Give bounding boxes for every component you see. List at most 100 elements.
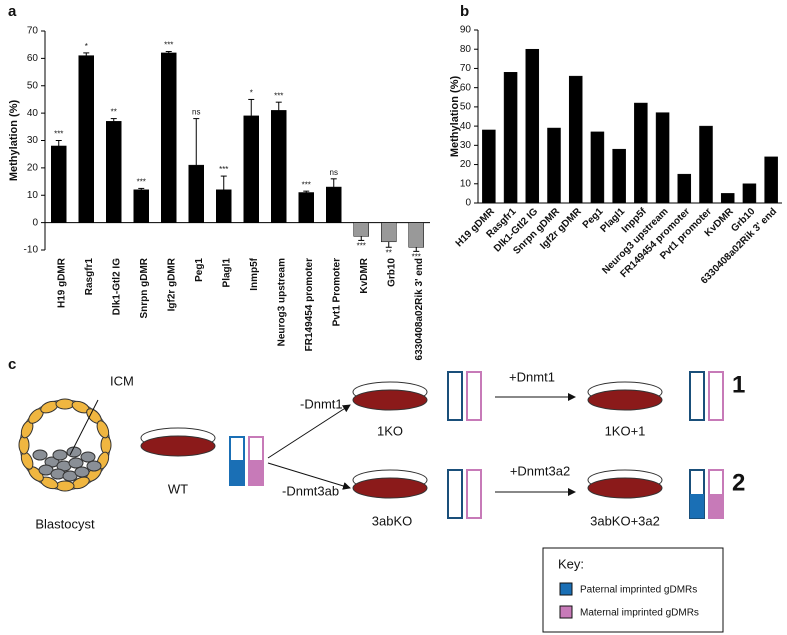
significance-label: *** — [412, 252, 421, 261]
step-label: +Dnmt1 — [509, 369, 555, 384]
bar — [161, 52, 177, 223]
icm-cell — [52, 449, 68, 461]
y-tick-label: 10 — [27, 190, 39, 201]
y-tick-label: 50 — [27, 80, 39, 91]
x-tick-label: H19 gDMR — [56, 257, 67, 308]
bar — [568, 75, 583, 204]
blastocyst — [18, 398, 112, 492]
trophectoderm-cell — [55, 480, 75, 492]
panel-label: c — [8, 356, 16, 373]
significance-label: *** — [219, 165, 228, 174]
x-tick-label: FR149454 promoter — [304, 258, 315, 351]
bar — [764, 156, 778, 204]
step-label: +Dnmt3a2 — [510, 463, 570, 478]
gdmr-bars — [447, 371, 482, 421]
x-tick-label: Neurog3 upstream — [276, 258, 287, 346]
step-label: -Dnmt1 — [300, 396, 343, 411]
significance-label: * — [85, 42, 88, 51]
bar — [503, 72, 518, 204]
significance-label: ns — [330, 168, 338, 177]
x-tick-label: Inmp5f — [249, 257, 260, 290]
gdmr-bars — [229, 436, 264, 486]
bar — [188, 164, 204, 223]
bar — [78, 55, 94, 223]
significance-label: *** — [164, 41, 173, 50]
bar — [51, 145, 67, 223]
y-tick-label: 70 — [27, 26, 39, 37]
trophectoderm-cell — [18, 435, 30, 455]
panel-label: b — [460, 3, 469, 20]
trophectoderm-cell — [100, 435, 112, 455]
bar — [243, 115, 259, 223]
icm-cell — [86, 460, 102, 472]
panel-label: a — [8, 3, 17, 20]
y-tick-label: 0 — [465, 198, 471, 209]
significance-label: ns — [192, 108, 200, 117]
pointer — [69, 399, 99, 456]
x-tick-label: Snrpn gDMR — [139, 257, 150, 318]
bar — [353, 222, 369, 237]
x-tick-label: KvDMR — [359, 257, 370, 293]
gdmr-bars — [447, 469, 482, 519]
bar — [381, 222, 397, 243]
dish-label: 3abKO — [372, 513, 412, 528]
dish — [140, 427, 216, 457]
icm-cell — [80, 451, 96, 463]
dish-label: 1KO — [377, 423, 403, 438]
y-tick-label: 10 — [460, 178, 472, 189]
bar — [720, 193, 735, 204]
x-tick-label: Grb10 — [386, 258, 397, 287]
trophectoderm-cell — [55, 398, 75, 410]
bar — [298, 192, 314, 223]
dish — [352, 381, 428, 411]
bar — [216, 189, 232, 223]
bar — [547, 127, 561, 204]
dish-label: 3abKO+3a2 — [590, 513, 660, 528]
dish — [587, 381, 663, 411]
icm-label: ICM — [110, 373, 134, 388]
bar — [525, 48, 540, 204]
x-tick-label: Plagl1 — [221, 258, 232, 288]
y-tick-label: 40 — [27, 108, 39, 119]
significance-label: * — [250, 89, 253, 98]
y-tick-label: 70 — [460, 63, 472, 74]
arrow — [267, 404, 351, 459]
blastocyst-label: Blastocyst — [35, 516, 95, 531]
icm-cell — [74, 466, 90, 478]
key — [542, 547, 724, 633]
bar — [271, 110, 287, 223]
significance-label: *** — [274, 91, 283, 100]
x-tick-label: Rasgfr1 — [84, 258, 95, 296]
significance-label: *** — [357, 242, 366, 251]
y-tick-label: 40 — [460, 121, 472, 132]
bar — [634, 102, 648, 204]
bar — [699, 125, 713, 204]
y-axis-label: Methylation (%) — [8, 100, 20, 182]
y-tick-label: -10 — [24, 245, 39, 256]
key-item: Maternal imprinted gDMRs — [580, 608, 699, 619]
bar — [742, 183, 757, 204]
y-tick-label: 20 — [27, 163, 39, 174]
y-tick-label: 30 — [27, 135, 39, 146]
x-tick-label: 6330408a02Rik 3' end — [414, 258, 425, 360]
y-axis-label: Methylation (%) — [449, 76, 461, 158]
y-tick-label: 90 — [460, 25, 472, 36]
bar — [677, 173, 692, 204]
dish-label: 1KO+1 — [605, 423, 646, 438]
dish — [587, 469, 663, 499]
y-tick-label: 60 — [27, 53, 39, 64]
x-tick-label: Dlk1-Gtl2 IG — [111, 258, 122, 315]
y-tick-label: 80 — [460, 44, 472, 55]
significance-label: *** — [54, 130, 63, 139]
y-tick-label: 60 — [460, 82, 472, 93]
y-tick-label: 0 — [32, 217, 38, 228]
bar — [408, 222, 424, 248]
icm-cell — [32, 449, 48, 461]
arrow — [267, 462, 351, 490]
bar — [133, 189, 149, 223]
bar — [326, 186, 342, 223]
gdmr-bars — [689, 469, 724, 519]
step-label: -Dnmt3ab — [282, 483, 339, 498]
bar — [590, 131, 605, 204]
